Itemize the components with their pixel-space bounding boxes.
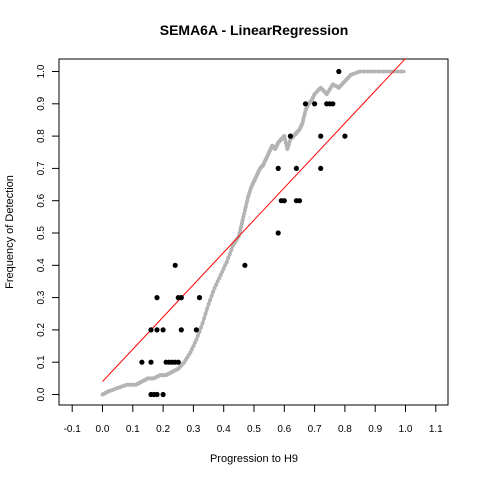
data-point bbox=[179, 327, 184, 332]
data-point bbox=[288, 134, 293, 139]
y-tick-label: 0.3 bbox=[36, 290, 47, 304]
y-tick-label: 0.1 bbox=[36, 355, 47, 369]
data-point bbox=[197, 295, 202, 300]
x-tick-label: 0.5 bbox=[247, 424, 261, 435]
cumulative-point bbox=[400, 70, 404, 74]
chart-title: SEMA6A - LinearRegression bbox=[160, 22, 349, 38]
y-axis: 0.0 0.1 0.2 0.3 0.4 0.5 0.6 0.7 0.8 0.9 1.0 bbox=[36, 64, 59, 401]
y-tick-label: 1.0 bbox=[36, 64, 47, 78]
data-point bbox=[276, 166, 281, 171]
data-point bbox=[294, 166, 299, 171]
cumulative-point bbox=[199, 326, 203, 330]
x-tick-label: 0.4 bbox=[217, 424, 231, 435]
cumulative-point bbox=[208, 298, 212, 302]
data-point bbox=[318, 166, 323, 171]
x-tick-label: 0.6 bbox=[277, 424, 291, 435]
data-point bbox=[176, 360, 181, 365]
data-point bbox=[282, 198, 287, 203]
cumulative-point bbox=[381, 70, 385, 74]
y-tick-label: 0.9 bbox=[36, 96, 47, 110]
cumulative-point bbox=[238, 228, 242, 232]
cumulative-point bbox=[385, 70, 389, 74]
y-tick-label: 0.5 bbox=[36, 226, 47, 240]
cumulative-point bbox=[226, 256, 230, 260]
cumulative-point bbox=[194, 338, 198, 342]
cumulative-point bbox=[210, 294, 214, 298]
data-point bbox=[139, 360, 144, 365]
cumulative-point bbox=[369, 70, 373, 74]
x-tick-label: 0.9 bbox=[368, 424, 382, 435]
cumulative-point bbox=[283, 137, 287, 141]
y-tick-label: 0.7 bbox=[36, 161, 47, 175]
data-point bbox=[154, 392, 159, 397]
data-point bbox=[276, 230, 281, 235]
cumulative-point bbox=[196, 334, 200, 338]
x-tick-label: 0.7 bbox=[308, 424, 322, 435]
data-point bbox=[179, 295, 184, 300]
x-tick-label: 1.1 bbox=[429, 424, 443, 435]
data-point bbox=[330, 101, 335, 106]
x-tick-label: 0.8 bbox=[338, 424, 352, 435]
y-tick-label: 0.0 bbox=[36, 387, 47, 401]
cumulative-point bbox=[207, 302, 211, 306]
data-point bbox=[154, 327, 159, 332]
x-tick-label: 0.3 bbox=[186, 424, 200, 435]
x-tick-label: 0.0 bbox=[96, 424, 110, 435]
cumulative-point bbox=[201, 321, 205, 325]
data-point bbox=[318, 134, 323, 139]
plot-area bbox=[101, 59, 406, 398]
cumulative-point bbox=[373, 70, 377, 74]
cumulative-point bbox=[228, 252, 232, 256]
data-point bbox=[297, 198, 302, 203]
x-axis: -0.1 0.0 0.1 0.2 0.3 0.4 0.5 0.6 0.7 0.8 0.9 1.0 1.1 bbox=[64, 405, 444, 435]
cumulative-point bbox=[358, 70, 362, 74]
x-tick-label: -0.1 bbox=[64, 424, 82, 435]
cumulative-point bbox=[204, 312, 208, 316]
data-point bbox=[336, 69, 341, 74]
data-point bbox=[342, 134, 347, 139]
y-axis-label: Frequency of Detection bbox=[4, 175, 16, 289]
plot-box bbox=[59, 59, 448, 405]
data-point bbox=[154, 295, 159, 300]
cumulative-point bbox=[225, 260, 229, 264]
cumulative-point bbox=[244, 205, 248, 209]
data-point bbox=[161, 392, 166, 397]
cumulative-point bbox=[229, 248, 233, 252]
cumulative-point bbox=[211, 290, 215, 294]
cumulative-point bbox=[301, 121, 305, 125]
cumulative-point bbox=[377, 70, 381, 74]
cumulative-point bbox=[366, 70, 370, 74]
x-axis-label: Progression to H9 bbox=[210, 453, 298, 465]
data-point bbox=[303, 101, 308, 106]
data-point bbox=[161, 327, 166, 332]
data-point bbox=[242, 263, 247, 268]
x-tick-label: 1.0 bbox=[399, 424, 413, 435]
y-tick-label: 0.4 bbox=[36, 258, 47, 272]
data-point bbox=[148, 327, 153, 332]
cumulative-point bbox=[396, 70, 400, 74]
cumulative-curve bbox=[103, 72, 406, 395]
y-tick-label: 0.8 bbox=[36, 129, 47, 143]
regression-line bbox=[103, 59, 406, 382]
data-point bbox=[148, 360, 153, 365]
cumulative-point bbox=[205, 307, 209, 311]
x-tick-label: 0.2 bbox=[156, 424, 170, 435]
cumulative-point bbox=[362, 70, 366, 74]
x-tick-label: 0.1 bbox=[126, 424, 140, 435]
data-point bbox=[173, 263, 178, 268]
y-tick-label: 0.2 bbox=[36, 323, 47, 337]
cumulative-point bbox=[202, 317, 206, 321]
data-point bbox=[194, 327, 199, 332]
data-point bbox=[312, 101, 317, 106]
y-tick-label: 0.6 bbox=[36, 193, 47, 207]
